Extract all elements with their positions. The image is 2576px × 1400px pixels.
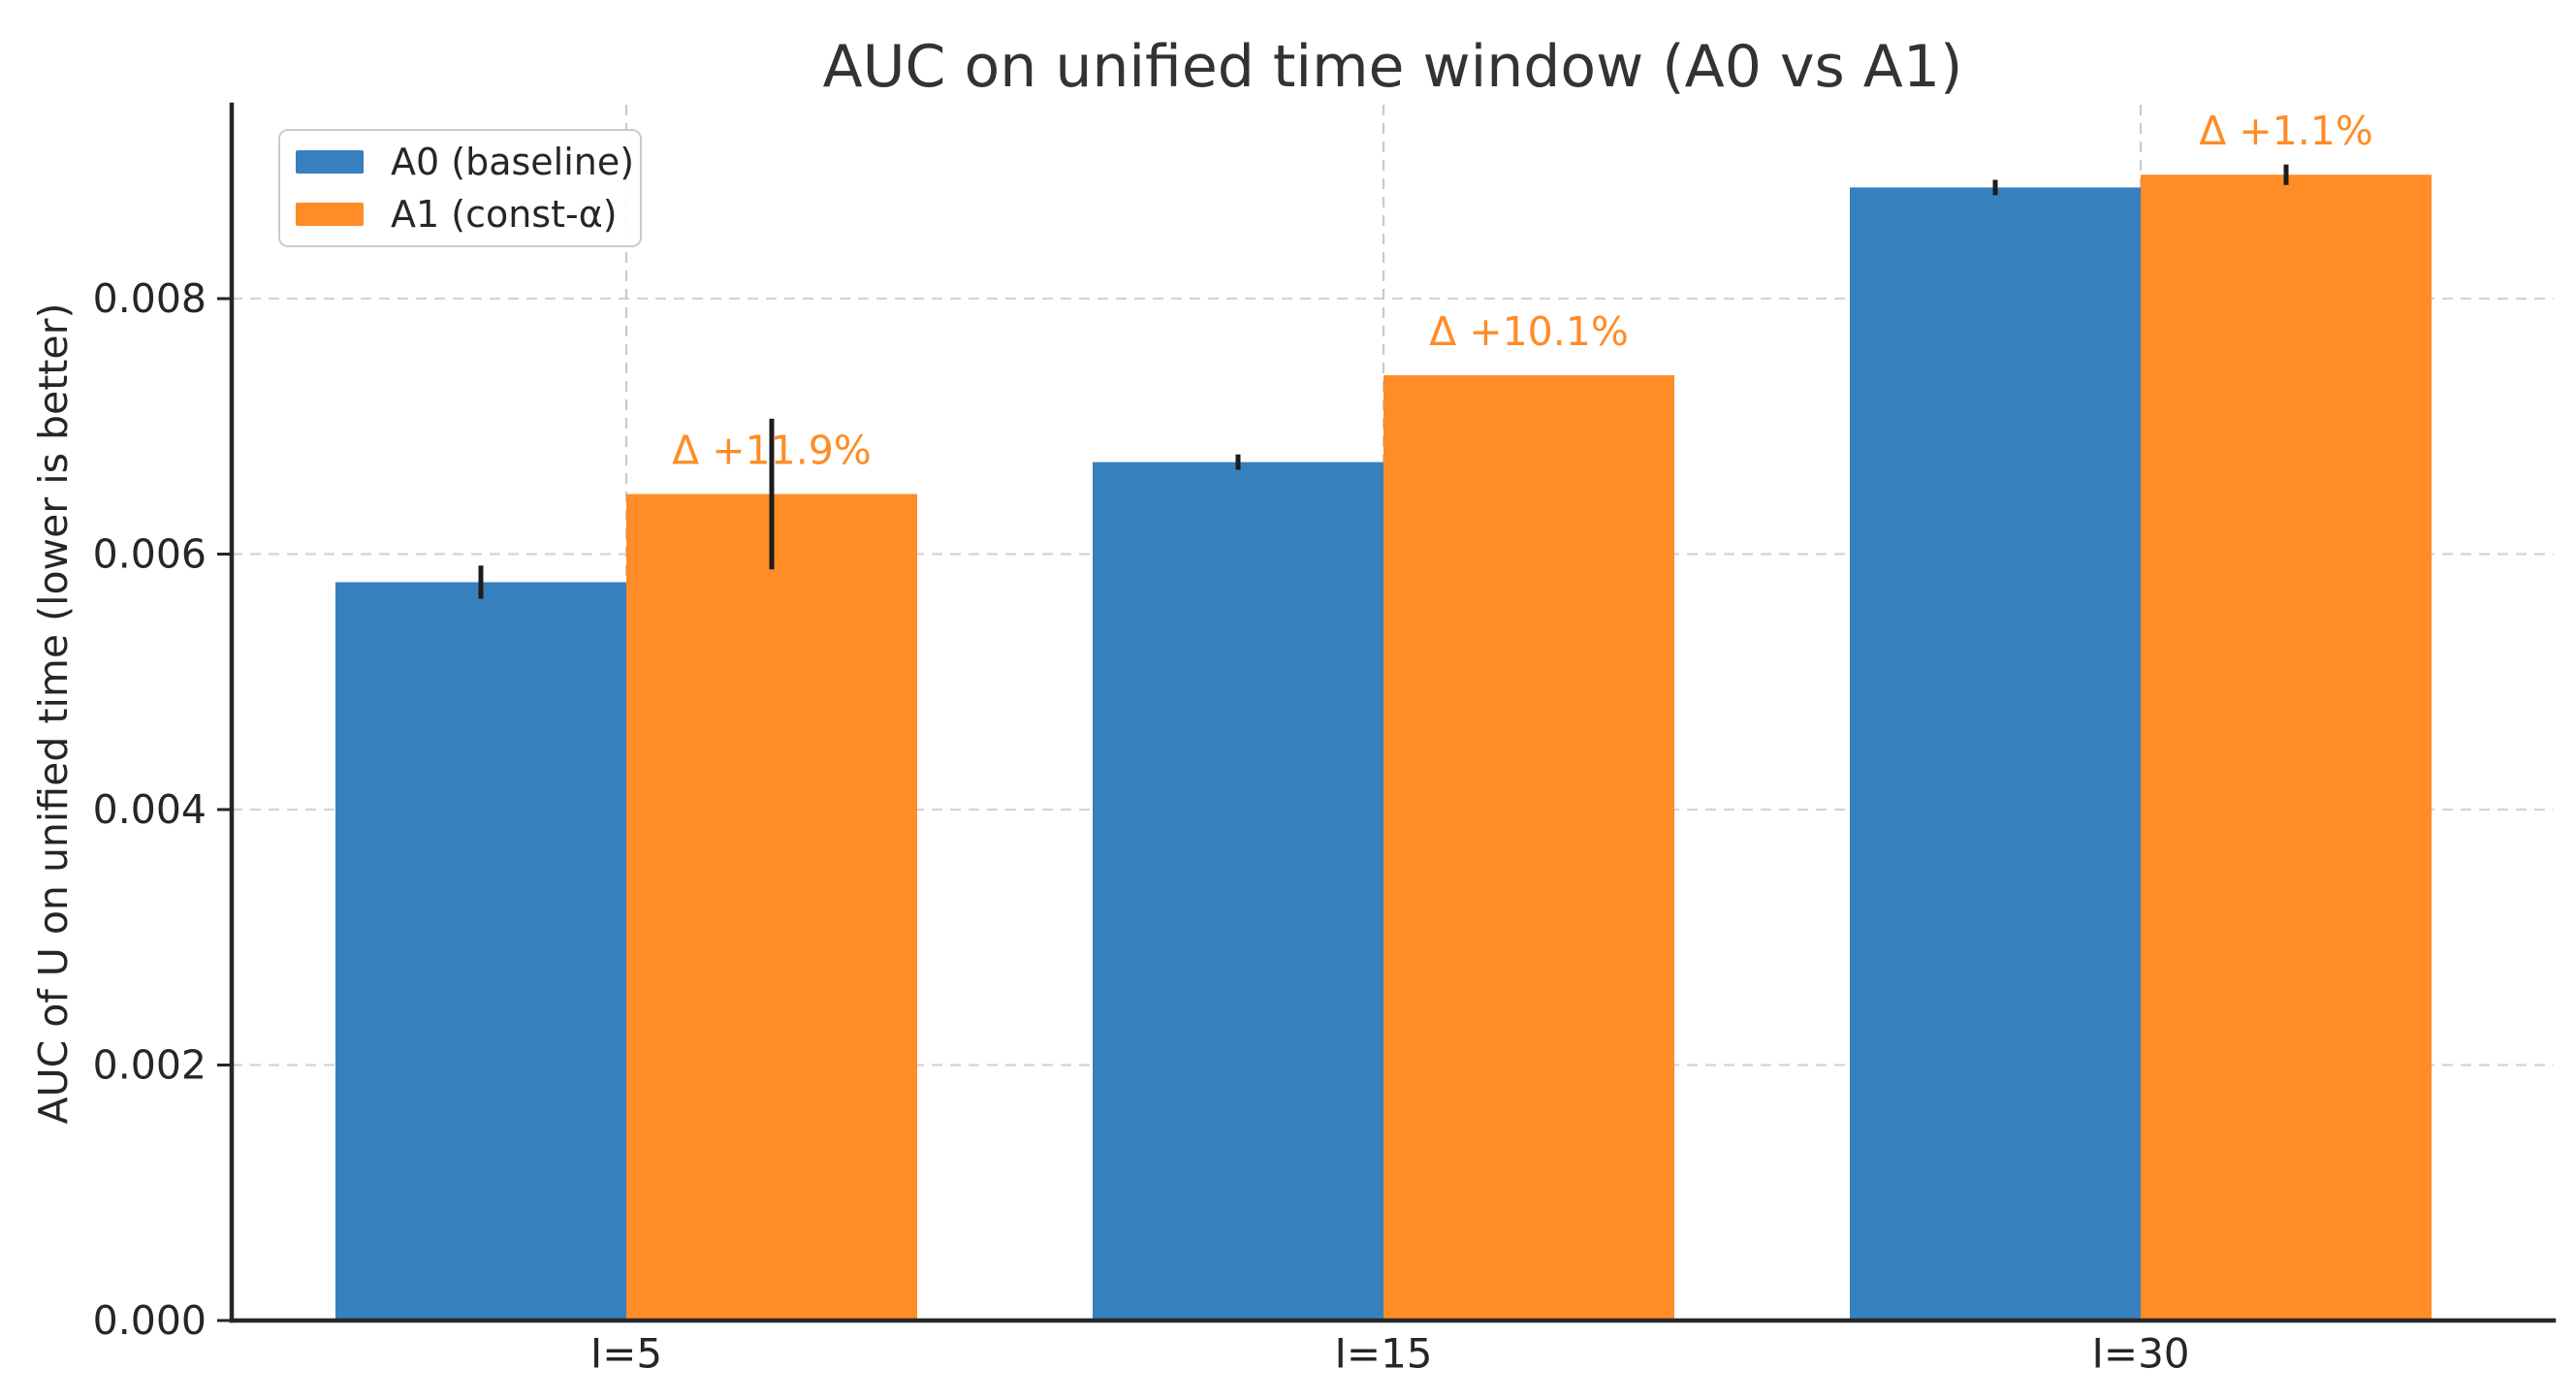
y-axis-label: AUC of U on unified time (lower is bette… (30, 303, 77, 1125)
bar-a1-i30 (2141, 175, 2432, 1320)
delta-annotation-i5: Δ +11.9% (672, 428, 872, 474)
y-tick-label: 0.000 (93, 1297, 207, 1344)
legend-swatch-a0 (296, 150, 364, 174)
legend-label-a1: A1 (const-α) (391, 193, 618, 236)
y-tick-label: 0.004 (93, 786, 207, 833)
delta-annotation-i15: Δ +10.1% (1429, 308, 1629, 355)
bar-a1-i5 (626, 493, 917, 1320)
legend: A0 (baseline) A1 (const-α) (278, 129, 642, 247)
bar-a1-i15 (1383, 375, 1674, 1320)
legend-swatch-a1 (296, 203, 364, 226)
y-tick-label: 0.008 (93, 275, 207, 322)
x-tick-label-i5: I=5 (590, 1330, 662, 1378)
legend-label-a0: A0 (baseline) (391, 141, 635, 183)
bar-a0-i5 (335, 582, 626, 1320)
bar-a0-i30 (1850, 187, 2141, 1321)
delta-annotation-i30: Δ +1.1% (2199, 108, 2373, 154)
legend-item-a1: A1 (const-α) (296, 193, 640, 236)
x-tick-label-i30: I=30 (2091, 1330, 2189, 1378)
legend-item-a0: A0 (baseline) (296, 141, 640, 183)
chart-title: AUC on unified time window (A0 vs A1) (822, 33, 1963, 101)
bar-a0-i15 (1093, 461, 1383, 1320)
y-tick-label: 0.002 (93, 1042, 207, 1089)
y-tick-label: 0.006 (93, 531, 207, 578)
x-tick-label-i15: I=15 (1334, 1330, 1432, 1378)
